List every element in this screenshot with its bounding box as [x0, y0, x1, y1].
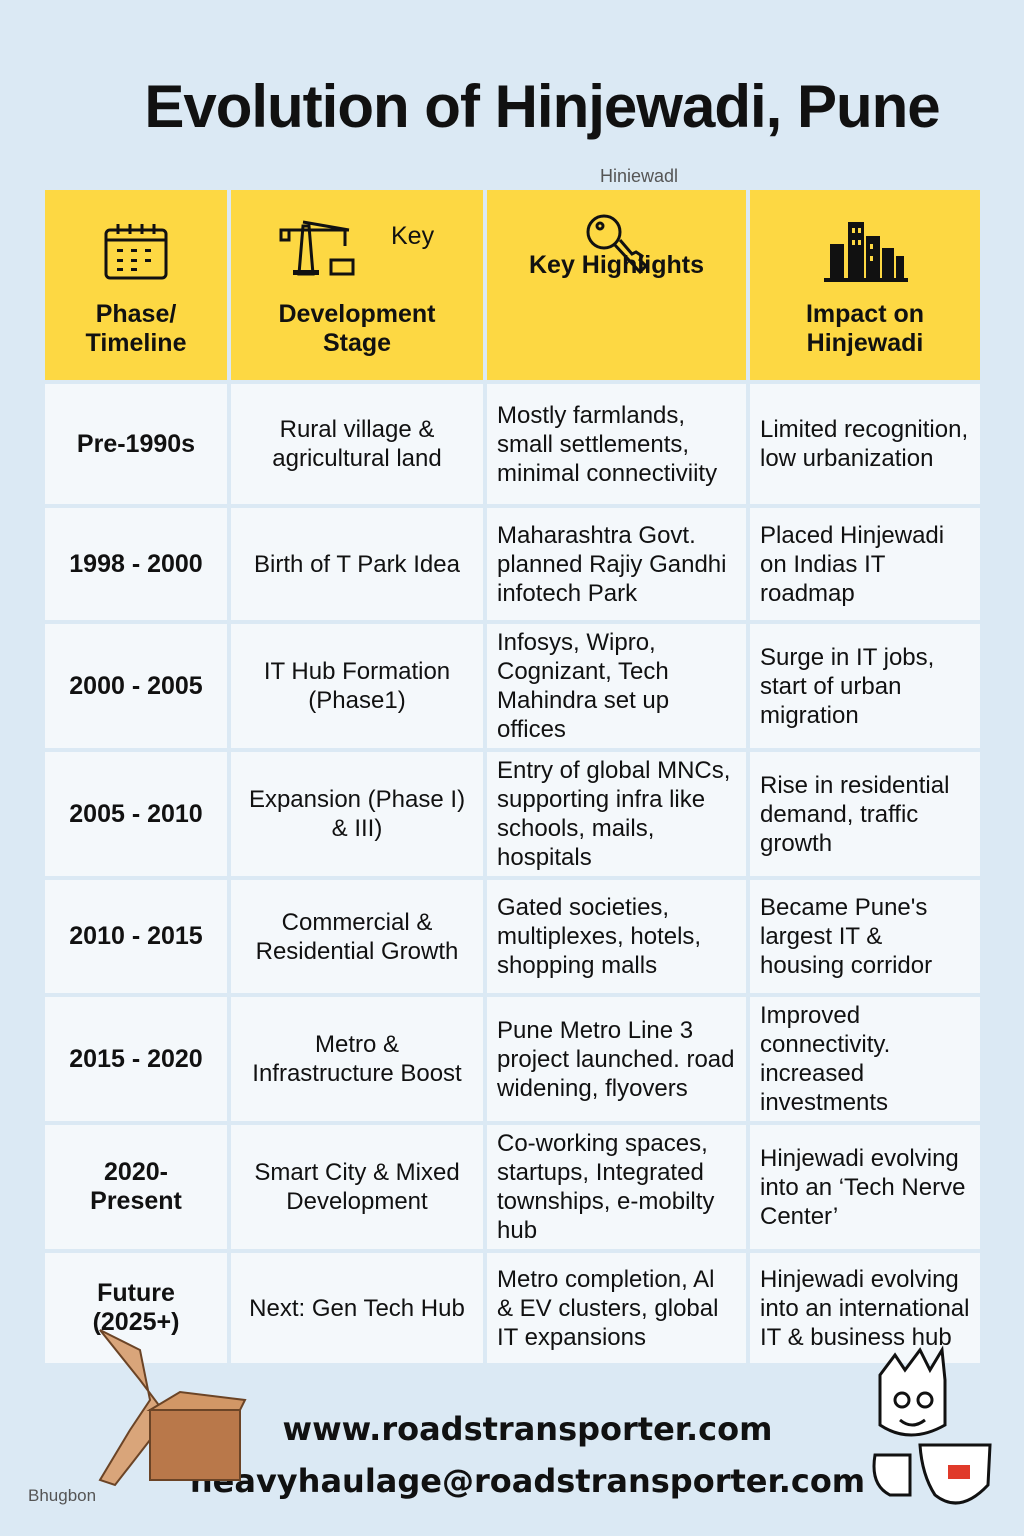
header-impact: Impact on Hinjewadi	[750, 190, 980, 380]
table-row: 2020- Present Smart City & Mixed Developm…	[45, 1125, 980, 1249]
impact-text: Rise in residential demand, traffic grow…	[760, 771, 950, 857]
cell-stage: Expansion (Phase I) & III)	[231, 752, 483, 876]
phase-text: 2005 - 2010	[69, 799, 203, 828]
stage-text: Birth of T Park Idea	[254, 550, 460, 578]
cell-highlights: Metro completion, Al & EV clusters, glob…	[487, 1253, 746, 1363]
cell-highlights: Gated societies, multiplexes, hotels, sh…	[487, 880, 746, 993]
email-link[interactable]: heavyhaulage@roadstransporter.com	[189, 1462, 866, 1500]
phase-text: 2010 - 2015	[69, 922, 203, 950]
cell-stage: Birth of T Park Idea	[231, 508, 483, 620]
stage-text: Rural village & agricultural land	[272, 416, 442, 472]
header-phase: Phase/ Timeline	[45, 190, 227, 380]
table-row: 1998 - 2000 Birth of T Park Idea Maharasht…	[45, 508, 980, 620]
table-row: Future (2025+) Next: Gen Tech Hub Metro co…	[45, 1253, 980, 1363]
phase-text: 2015 - 2020	[69, 1044, 203, 1073]
cell-impact: Surge in IT jobs, start of urban migrati…	[750, 624, 980, 748]
impact-text: Hinjewadi evolving into an international…	[760, 1265, 970, 1351]
cell-impact: Improved connectivity. increased investm…	[750, 997, 980, 1121]
highlights-text: Maharashtra Govt. planned Rajiy Gandhi i…	[497, 521, 727, 607]
highlights-text: Mostly farmlands, small settlements, min…	[497, 401, 718, 487]
mover-box-illustration	[98, 1329, 247, 1487]
cell-highlights: Pune Metro Line 3 project launched. road…	[487, 997, 746, 1121]
highlights-text: Pune Metro Line 3 project launched. road…	[497, 1016, 735, 1102]
cell-impact: Limited recognition, low urbanization	[750, 384, 980, 504]
cell-phase: 1998 - 2000	[45, 508, 227, 620]
stage-text: Smart City & Mixed Development	[254, 1159, 460, 1215]
table-row: 2015 - 2020 Metro & Infrastructure Boost P…	[45, 997, 980, 1121]
header-key-label: Key	[391, 222, 435, 250]
stage-text: Commercial & Residential Growth	[255, 908, 459, 965]
impact-text: Became Pune's largest IT & housing corri…	[760, 894, 933, 979]
highlights-text: Infosys, Wipro, Cognizant, Tech Mahindra…	[497, 629, 670, 743]
cell-impact: Rise in residential demand, traffic grow…	[750, 752, 980, 876]
cell-impact: Placed Hinjewadi on Indias IT roadmap	[750, 508, 980, 620]
header-impact-label: Impact on Hinjewadi	[805, 300, 925, 357]
cell-highlights: Mostly farmlands, small settlements, min…	[487, 384, 746, 504]
table-row: 2005 - 2010 Expansion (Phase I) & III) Ent…	[45, 752, 980, 876]
table-row: Pre-1990s Rural village & agricultural la…	[45, 384, 980, 504]
mascot-shield-illustration	[872, 1345, 992, 1505]
highlights-text: Entry of global MNCs, supporting infra l…	[497, 757, 731, 871]
footer: www.roadstransporter.com heavyhaulage@ro…	[45, 1403, 980, 1507]
stage-text: IT Hub Formation (Phase1)	[263, 658, 451, 714]
stage-text: Metro & Infrastructure Boost	[252, 1031, 462, 1087]
stage-text: Expansion (Phase I) & III)	[248, 786, 466, 842]
header-development: Key Development Stage	[231, 190, 483, 380]
highlights-text: Metro completion, Al & EV clusters, glob…	[497, 1265, 719, 1351]
cell-impact: Became Pune's largest IT & housing corri…	[750, 880, 980, 993]
cell-highlights: Co-working spaces, startups, Integrated …	[487, 1125, 746, 1249]
key-icon	[586, 214, 649, 275]
cell-stage: Rural village & agricultural land	[231, 384, 483, 504]
table-row: 2010 - 2015 Commercial & Residential Grow…	[45, 880, 980, 993]
cell-impact: Hinjewadi evolving into an ‘Tech Nerve C…	[750, 1125, 980, 1249]
subtitle: Hiniewadl	[600, 166, 679, 186]
impact-text: Limited recognition, low urbanization	[760, 416, 969, 472]
header-highlights: Key Highlights	[487, 190, 746, 380]
cell-phase: Pre-1990s	[45, 384, 227, 504]
cell-phase: Future (2025+)	[45, 1253, 227, 1363]
header-development-label: Development Stage	[278, 300, 436, 357]
table-header: Phase/ Timeline Key Development Stage Ke…	[45, 190, 980, 380]
cell-impact: Hinjewadi evolving into an international…	[750, 1253, 980, 1363]
website-link[interactable]: www.roadstransporter.com	[282, 1410, 773, 1448]
cell-phase: 2000 - 2005	[45, 624, 227, 748]
cell-phase: 2020- Present	[45, 1125, 227, 1249]
evolution-table: Phase/ Timeline Key Development Stage Ke…	[45, 190, 980, 1507]
page-title: Evolution of Hinjewadi, Pune	[144, 73, 940, 140]
highlights-text: Gated societies, multiplexes, hotels, sh…	[497, 894, 702, 979]
phase-text: Pre-1990s	[76, 429, 196, 458]
cell-stage: Metro & Infrastructure Boost	[231, 997, 483, 1121]
cell-phase: 2005 - 2010	[45, 752, 227, 876]
impact-text: Hinjewadi evolving into an ‘Tech Nerve C…	[760, 1144, 966, 1230]
calendar-icon	[104, 224, 168, 280]
phase-text: 1998 - 2000	[69, 549, 203, 578]
phase-text: Future (2025+)	[92, 1279, 180, 1336]
phase-text: 2000 - 2005	[69, 671, 203, 700]
impact-text: Surge in IT jobs, start of urban migrati…	[760, 643, 935, 729]
header-phase-label: Phase/ Timeline	[85, 300, 187, 357]
impact-text: Placed Hinjewadi on Indias IT roadmap	[760, 521, 945, 607]
buildings-icon	[824, 222, 908, 282]
table-row: 2000 - 2005 IT Hub Formation (Phase1) Info…	[45, 624, 980, 748]
crane-icon	[279, 220, 355, 276]
cell-stage: Smart City & Mixed Development	[231, 1125, 483, 1249]
cell-phase: 2015 - 2020	[45, 997, 227, 1121]
brand-label: Bhugbon	[28, 1486, 97, 1505]
cell-stage: Commercial & Residential Growth	[231, 880, 483, 993]
cell-stage: Next: Gen Tech Hub	[231, 1253, 483, 1363]
impact-text: Improved connectivity. increased investm…	[760, 1002, 891, 1116]
phase-text: 2020- Present	[90, 1158, 182, 1215]
highlights-text: Co-working spaces, startups, Integrated …	[497, 1130, 715, 1244]
cell-highlights: Entry of global MNCs, supporting infra l…	[487, 752, 746, 876]
table-body: Pre-1990s Rural village & agricultural la…	[45, 384, 980, 1363]
stage-text: Next: Gen Tech Hub	[249, 1294, 465, 1322]
header-highlights-label: Key Highlights	[528, 250, 704, 279]
cell-highlights: Maharashtra Govt. planned Rajiy Gandhi i…	[487, 508, 746, 620]
cell-stage: IT Hub Formation (Phase1)	[231, 624, 483, 748]
cell-highlights: Infosys, Wipro, Cognizant, Tech Mahindra…	[487, 624, 746, 748]
cell-phase: 2010 - 2015	[45, 880, 227, 993]
